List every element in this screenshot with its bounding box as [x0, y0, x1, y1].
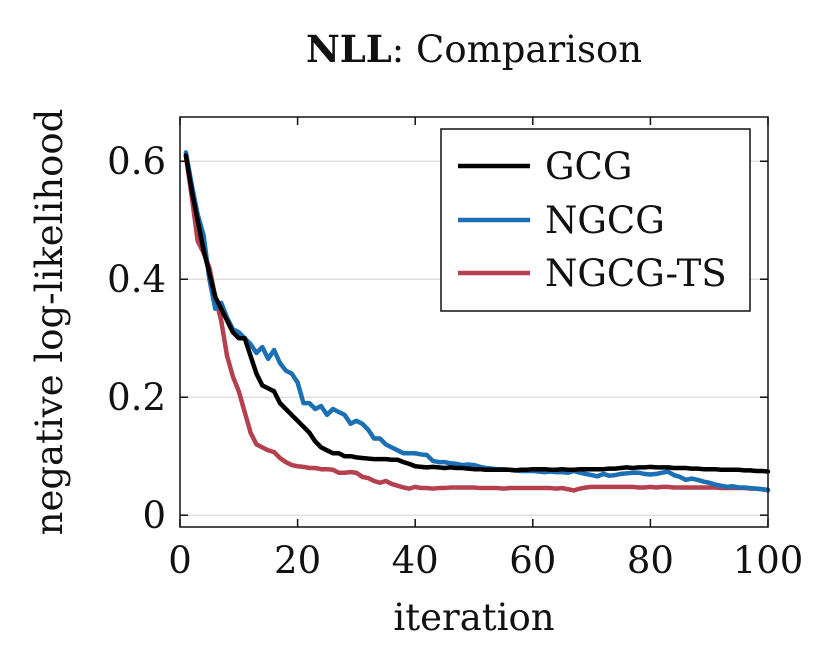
- x-tick-label-0: 0: [168, 539, 192, 582]
- y-tick-label-2: 0.4: [107, 258, 166, 301]
- legend: GCG NGCG NGCG-TS: [440, 128, 751, 312]
- x-tick-label-2: 40: [392, 539, 439, 582]
- series-line-gcg: [183, 153, 771, 474]
- x-axis-label: iteration: [393, 596, 554, 639]
- legend-label-ngcg: NGCG: [545, 199, 665, 242]
- x-tick-label-1: 20: [274, 539, 321, 582]
- x-tick-labels: 0 20 40 60 80 100: [168, 539, 803, 582]
- x-tick-label-3: 60: [509, 539, 556, 582]
- legend-label-ngcg-ts: NGCG-TS: [545, 252, 727, 295]
- chart-title: NLL: Comparison: [306, 27, 642, 71]
- x-tick-label-5: 100: [733, 539, 804, 582]
- chart-title-bold: NLL: [306, 27, 392, 71]
- y-tick-label-1: 0.2: [107, 376, 166, 419]
- series-line-ngcg-ts: [183, 153, 771, 493]
- y-axis-label: negative log-likelihood: [28, 109, 71, 536]
- y-tick-label-3: 0.6: [107, 140, 166, 183]
- y-tick-label-0: 0: [142, 494, 166, 537]
- series-lines: [183, 150, 771, 493]
- plot-frame: [179, 116, 769, 528]
- chart-title-rest: : Comparison: [392, 28, 642, 71]
- series-line-ngcg: [183, 150, 771, 493]
- x-tick-label-4: 80: [627, 539, 674, 582]
- legend-label-gcg: GCG: [545, 145, 632, 188]
- y-tick-labels: 0 0.2 0.4 0.6: [107, 140, 166, 537]
